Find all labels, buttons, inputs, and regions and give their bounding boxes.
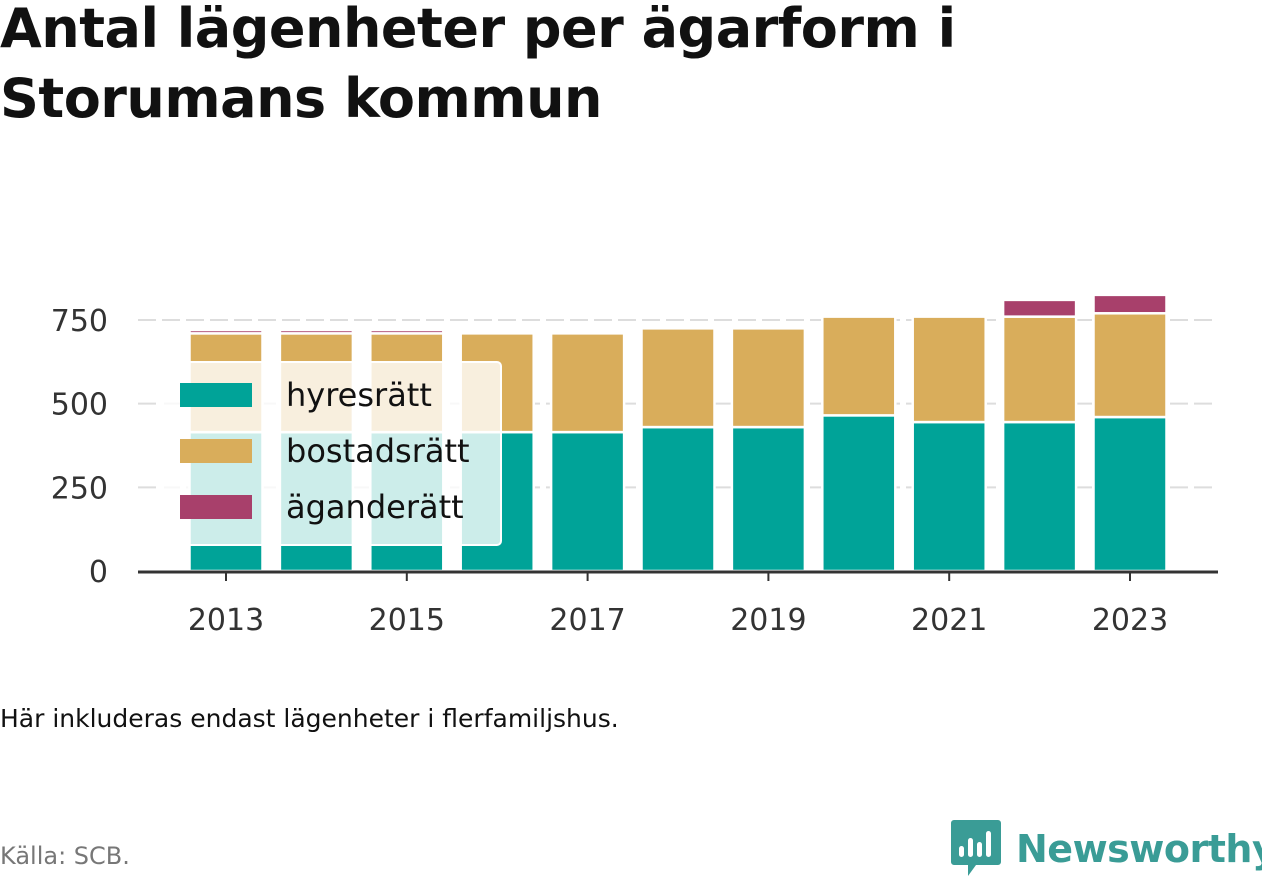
bar-segment (911, 420, 987, 573)
bar-segment (549, 430, 626, 573)
legend-swatch (180, 439, 252, 463)
y-tick-label: 0 (89, 555, 108, 590)
bar-segment (278, 328, 355, 335)
brand: Newsworthy (950, 818, 1262, 880)
bar-segment (730, 327, 807, 429)
bar-segment (640, 327, 716, 429)
x-tick-label: 2023 (1092, 603, 1168, 638)
bar-segment (549, 332, 626, 434)
bar-segment (1001, 298, 1078, 318)
x-tick-label: 2019 (730, 603, 806, 638)
bar-segment (1001, 420, 1078, 573)
newsworthy-logo-icon (951, 820, 1001, 876)
bar-segment (911, 315, 987, 424)
bar-segment (1092, 415, 1168, 573)
bar-segment (821, 315, 897, 417)
y-tick-label: 250 (51, 471, 108, 506)
x-tick-label: 2015 (369, 603, 445, 638)
bar-segment (1092, 312, 1168, 419)
x-tick-label: 2017 (549, 603, 625, 638)
legend-swatch (180, 495, 252, 519)
y-tick-label: 750 (51, 304, 108, 339)
source-text: Källa: SCB. (0, 842, 130, 870)
chart-title: Antal lägenheter per ägarform i Storuman… (0, 0, 956, 130)
bar-segment (640, 425, 716, 573)
bar-segment (821, 414, 897, 573)
x-tick-label: 2013 (188, 603, 264, 638)
bar-segment (730, 425, 807, 573)
brand-name: Newsworthy (1016, 827, 1262, 871)
legend-label: äganderätt (286, 488, 464, 526)
y-tick-label: 500 (51, 388, 108, 423)
chart-note: Här inkluderas endast lägenheter i flerf… (0, 704, 619, 733)
legend-label: hyresrätt (286, 376, 432, 414)
x-tick-label: 2021 (911, 603, 987, 638)
bar-segment (1001, 315, 1078, 424)
legend: hyresrätt bostadsrätt äganderätt (162, 361, 502, 546)
bar-segment (1092, 293, 1168, 315)
legend-swatch (180, 383, 252, 407)
legend-label: bostadsrätt (286, 432, 470, 470)
bar-segment (188, 328, 264, 335)
axes: 0 250 500 750 2013 2015 2017 2019 2021 2023 (51, 304, 1218, 638)
bar-segment (369, 328, 445, 335)
